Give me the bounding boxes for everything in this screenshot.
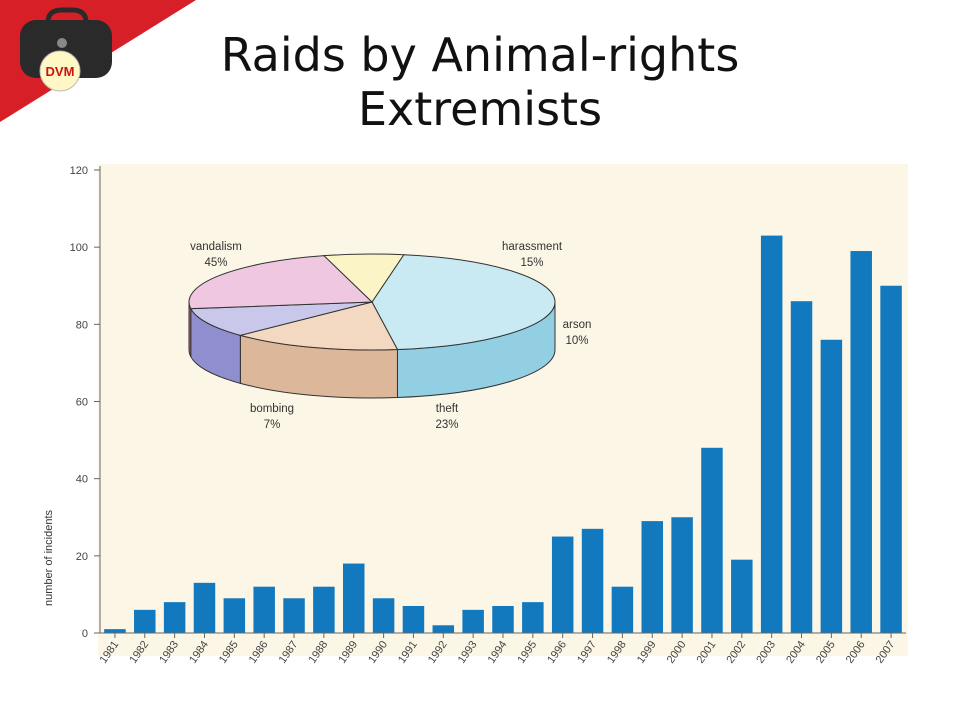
slide-title: Raids by Animal-rights Extremists <box>150 28 810 136</box>
bar-1984 <box>193 582 216 633</box>
bar-1999 <box>641 521 664 633</box>
y-tick-label: 0 <box>82 628 88 640</box>
doctor-bag-icon <box>20 7 112 92</box>
bar-1994 <box>492 605 514 633</box>
pie-slice-bombing <box>322 253 405 303</box>
pie-chart: vandalism 45% harassment 15% arson 10% theft 23… <box>188 241 592 431</box>
pie-percent-bombing: 7% <box>264 419 281 431</box>
dvm-badge-text: DVM <box>46 64 75 79</box>
bar-1995 <box>522 602 544 633</box>
bar-1988 <box>313 586 335 633</box>
pie-slice-vandalism <box>371 254 556 351</box>
bar-1993 <box>462 609 484 633</box>
y-tick-label: 60 <box>76 397 88 409</box>
bar-1997 <box>581 528 604 633</box>
y-tick-label: 40 <box>76 474 88 486</box>
pie-percent-theft: 23% <box>435 419 458 431</box>
y-tick-label: 100 <box>70 242 88 254</box>
bar-1989 <box>342 563 365 633</box>
bar-2001 <box>701 447 723 633</box>
bar-1983 <box>163 602 186 633</box>
pie-label-arson: arson <box>563 319 592 331</box>
bar-2003 <box>760 235 783 633</box>
bar-2007 <box>880 285 902 633</box>
bar-1998 <box>611 586 634 633</box>
corner-logo: DVM <box>0 0 196 122</box>
bar-1996 <box>551 536 574 633</box>
bar-2000 <box>671 517 693 633</box>
pie-slice-arson <box>189 301 373 336</box>
slide-title-line-2: Extremists <box>357 82 603 136</box>
bar-2006 <box>850 251 872 633</box>
pie-label-harassment: harassment <box>502 241 563 253</box>
pie-slice-harassment <box>238 301 399 351</box>
y-axis-label: number of incidents <box>43 510 55 606</box>
pie-slice-theft <box>188 255 374 310</box>
pie-percent-arson: 10% <box>565 335 588 347</box>
y-axis: 0 20 40 60 80 100 120 <box>70 165 101 640</box>
y-tick-label: 80 <box>76 319 88 331</box>
bar-1990 <box>372 598 395 633</box>
bar-1992 <box>432 625 455 633</box>
bar-2005 <box>820 339 843 633</box>
bar-2002 <box>731 559 753 633</box>
bar-1986 <box>253 586 275 633</box>
pie-side-theft <box>188 301 192 357</box>
y-tick-label: 20 <box>76 551 88 563</box>
bar-1985 <box>223 598 246 633</box>
y-tick-label: 120 <box>70 165 88 177</box>
plot-background <box>98 164 908 656</box>
bar-1991 <box>402 605 425 633</box>
bar-series <box>104 235 902 633</box>
bar-1982 <box>134 609 156 633</box>
pie-percent-vandalism: 45% <box>204 257 227 269</box>
pie-label-vandalism: vandalism <box>190 241 242 253</box>
bar-1987 <box>283 598 305 633</box>
pie-percent-harassment: 15% <box>520 257 543 269</box>
pie-label-bombing: bombing <box>250 403 294 415</box>
bar-2004 <box>790 301 813 633</box>
bar-1981 <box>104 629 126 633</box>
slide-title-line-1: Raids by Animal-rights <box>220 28 740 82</box>
pie-label-theft: theft <box>436 403 459 415</box>
